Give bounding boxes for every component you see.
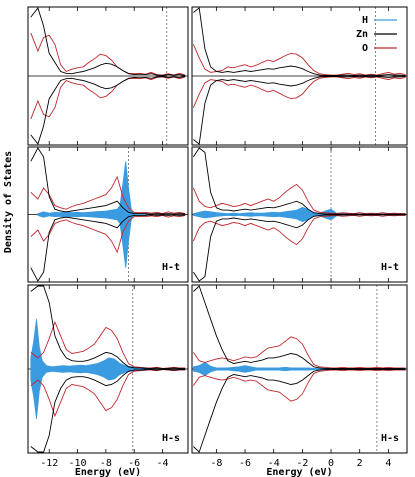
x-tick-label: 4: [385, 458, 391, 469]
panel-plot-area: [28, 147, 188, 282]
y-axis-label: Density of States: [2, 151, 14, 253]
x-tick-label: -2: [296, 458, 308, 469]
dos-panel: [191, 6, 408, 146]
panel-plot-area: [192, 147, 407, 282]
legend-label: H: [362, 15, 368, 26]
series-o-down-line: [192, 214, 406, 246]
series-o-down-line: [30, 214, 186, 254]
panel-frame: [27, 146, 189, 283]
x-axis-label: Energy (eV): [266, 467, 332, 477]
series-o-up-line: [30, 175, 186, 215]
series-zn-down-line: [193, 369, 406, 453]
x-tick-label: -4: [156, 458, 168, 469]
panel-label: H-t: [381, 262, 399, 273]
panel-plot-area: [28, 7, 188, 145]
x-axis-label: Energy (eV): [75, 467, 141, 477]
series-zn-up-line: [193, 147, 406, 215]
panel-plot-area: [28, 285, 188, 453]
dos-panel: H-s -12 -10 -8 -6 -4 Energy (eV): [27, 284, 189, 477]
legend-label: O: [362, 43, 368, 54]
series-zn-down-line: [193, 214, 406, 282]
panel-frame: [27, 6, 189, 146]
dos-panel: H-t: [27, 146, 189, 283]
series-o-up-line: [192, 44, 406, 76]
series-o-down-line: [192, 76, 406, 108]
x-tick-label: -4: [268, 458, 280, 469]
panel-plot-area: [192, 7, 407, 145]
panel-plot-area: [192, 285, 407, 453]
series-zn-up-line: [30, 285, 186, 369]
panel-frame: [191, 284, 408, 454]
panel-label: H-s: [162, 433, 180, 444]
x-tick-label: 2: [357, 458, 363, 469]
series-zn-up-line: [30, 147, 186, 215]
x-tick-label: 0: [328, 458, 334, 469]
x-tick-label: -6: [239, 458, 251, 469]
legend: H Zn O: [356, 15, 397, 54]
panel-label: H-t: [162, 262, 180, 273]
series-zn-up-line: [30, 7, 186, 76]
panel-label: H-s: [381, 433, 399, 444]
x-tick-label: -10: [69, 458, 87, 469]
legend-label: Zn: [356, 29, 368, 40]
dos-panel: [27, 6, 189, 146]
panel-frame: [191, 146, 408, 283]
series-o-up-line: [193, 336, 406, 369]
series-o-down-line: [30, 76, 186, 120]
series-h-fill: [30, 319, 149, 419]
x-tick-label: -12: [40, 458, 58, 469]
x-tick-label: -6: [128, 458, 140, 469]
series-zn-down-line: [193, 76, 406, 145]
panel-frame: [191, 6, 408, 146]
dos-panel: H-t: [191, 146, 408, 283]
series-zn-up-line: [193, 285, 406, 369]
series-h-fill: [37, 161, 146, 268]
dos-panel: H-s -8 -6 -4 -2 0 2 4 Energy (eV): [191, 284, 408, 477]
series-zn-down-line: [30, 76, 186, 145]
series-zn-down-line: [30, 369, 186, 453]
series-o-down-line: [193, 369, 406, 402]
series-zn-down-line: [30, 214, 186, 282]
series-o-up-line: [30, 32, 186, 76]
series-zn-up-line: [193, 7, 406, 76]
panel-frame: [27, 284, 189, 454]
x-tick-label: -8: [210, 458, 222, 469]
series-o-up-line: [192, 183, 406, 215]
x-tick-label: -8: [100, 458, 112, 469]
